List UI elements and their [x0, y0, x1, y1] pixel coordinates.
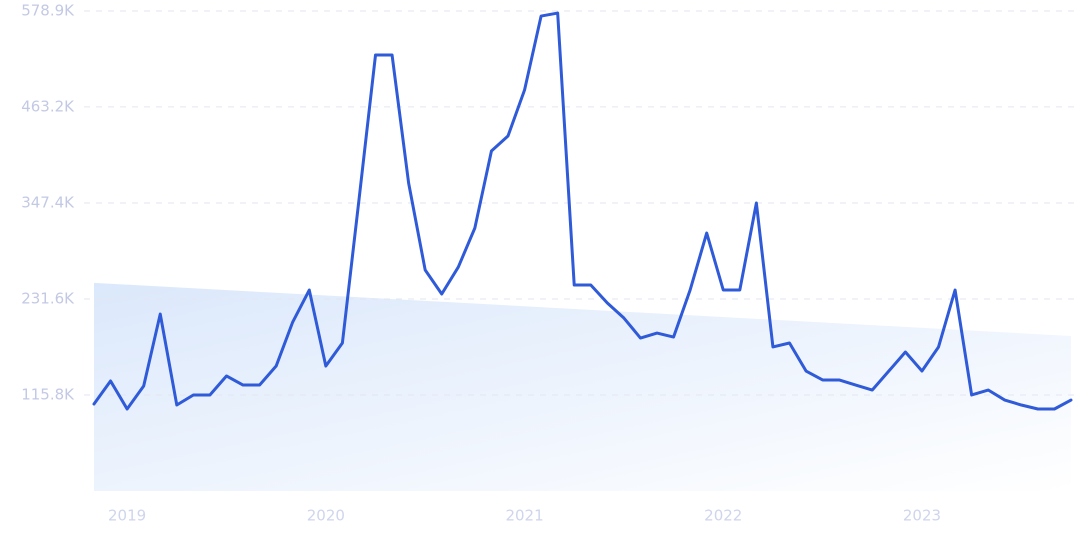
y-tick-label: 578.9K: [21, 2, 75, 20]
x-tick-label: 2019: [108, 507, 146, 525]
y-tick-label: 231.6K: [21, 289, 75, 307]
x-tick-label: 2020: [307, 507, 345, 525]
x-tick-label: 2022: [704, 507, 742, 525]
y-tick-label: 115.8K: [21, 385, 75, 403]
y-tick-label: 463.2K: [21, 97, 75, 115]
trend-area: [94, 282, 1071, 491]
x-tick-label: 2021: [505, 507, 543, 525]
data-line: [92, 11, 1073, 411]
y-tick-label: 347.4K: [21, 193, 75, 211]
x-tick-label: 2023: [903, 507, 941, 525]
